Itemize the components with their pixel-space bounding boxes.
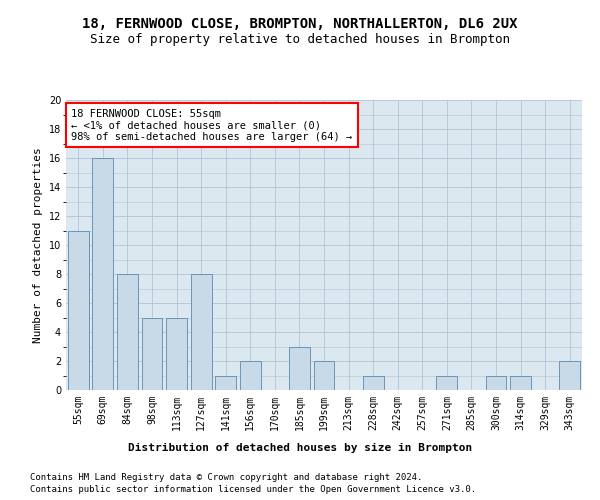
Text: 18 FERNWOOD CLOSE: 55sqm
← <1% of detached houses are smaller (0)
98% of semi-de: 18 FERNWOOD CLOSE: 55sqm ← <1% of detach… bbox=[71, 108, 352, 142]
Text: Distribution of detached houses by size in Brompton: Distribution of detached houses by size … bbox=[128, 442, 472, 452]
Bar bbox=[289, 346, 310, 390]
Bar bbox=[314, 361, 334, 390]
Bar bbox=[166, 318, 187, 390]
Bar bbox=[485, 376, 506, 390]
Text: 18, FERNWOOD CLOSE, BROMPTON, NORTHALLERTON, DL6 2UX: 18, FERNWOOD CLOSE, BROMPTON, NORTHALLER… bbox=[82, 18, 518, 32]
Y-axis label: Number of detached properties: Number of detached properties bbox=[33, 147, 43, 343]
Bar bbox=[191, 274, 212, 390]
Text: Contains HM Land Registry data © Crown copyright and database right 2024.: Contains HM Land Registry data © Crown c… bbox=[30, 472, 422, 482]
Bar bbox=[215, 376, 236, 390]
Text: Contains public sector information licensed under the Open Government Licence v3: Contains public sector information licen… bbox=[30, 485, 476, 494]
Bar bbox=[92, 158, 113, 390]
Bar bbox=[362, 376, 383, 390]
Bar bbox=[142, 318, 163, 390]
Bar bbox=[240, 361, 261, 390]
Bar bbox=[559, 361, 580, 390]
Bar bbox=[68, 230, 89, 390]
Text: Size of property relative to detached houses in Brompton: Size of property relative to detached ho… bbox=[90, 32, 510, 46]
Bar bbox=[117, 274, 138, 390]
Bar bbox=[510, 376, 531, 390]
Bar bbox=[436, 376, 457, 390]
